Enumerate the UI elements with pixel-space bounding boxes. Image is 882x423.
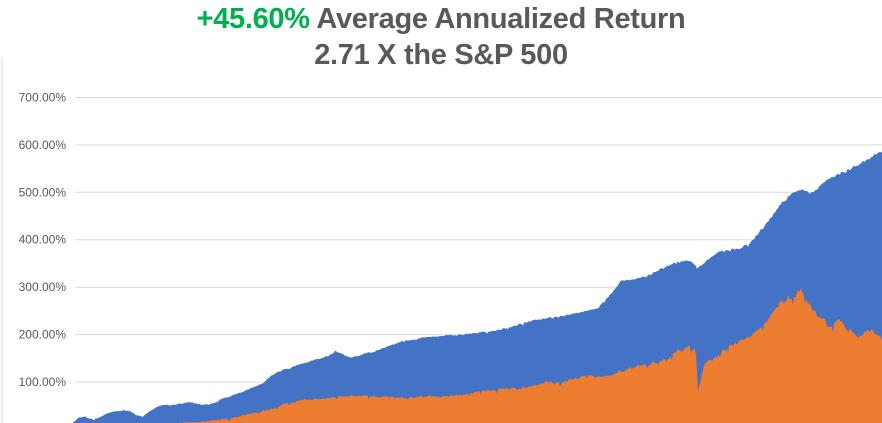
- y-tick-label-300: 300.00%: [19, 280, 67, 294]
- area-series-group: [73, 151, 882, 423]
- title-return-highlight: +45.60%: [196, 3, 311, 35]
- y-tick-label-400: 400.00%: [19, 233, 67, 247]
- chart-title-line2: 2.71 X the S&P 500: [314, 39, 568, 71]
- title-line1-rest: Average Annualized Return: [309, 3, 686, 35]
- y-tick-label-700: 700.00%: [19, 91, 67, 105]
- chart-title: +45.60% Average Annualized Return 2.71 X…: [0, 1, 882, 73]
- y-tick-label-600: 600.00%: [19, 138, 67, 152]
- y-tick-label-200: 200.00%: [19, 328, 67, 342]
- y-axis-labels: 700.00% 600.00% 500.00% 400.00% 300.00% 200.0…: [19, 91, 67, 390]
- area-series-sp500: [166, 288, 882, 423]
- y-tick-label-500: 500.00%: [19, 185, 67, 199]
- chart-title-line1: +45.60% Average Annualized Return: [0, 1, 882, 37]
- y-tick-label-100: 100.00%: [19, 375, 67, 389]
